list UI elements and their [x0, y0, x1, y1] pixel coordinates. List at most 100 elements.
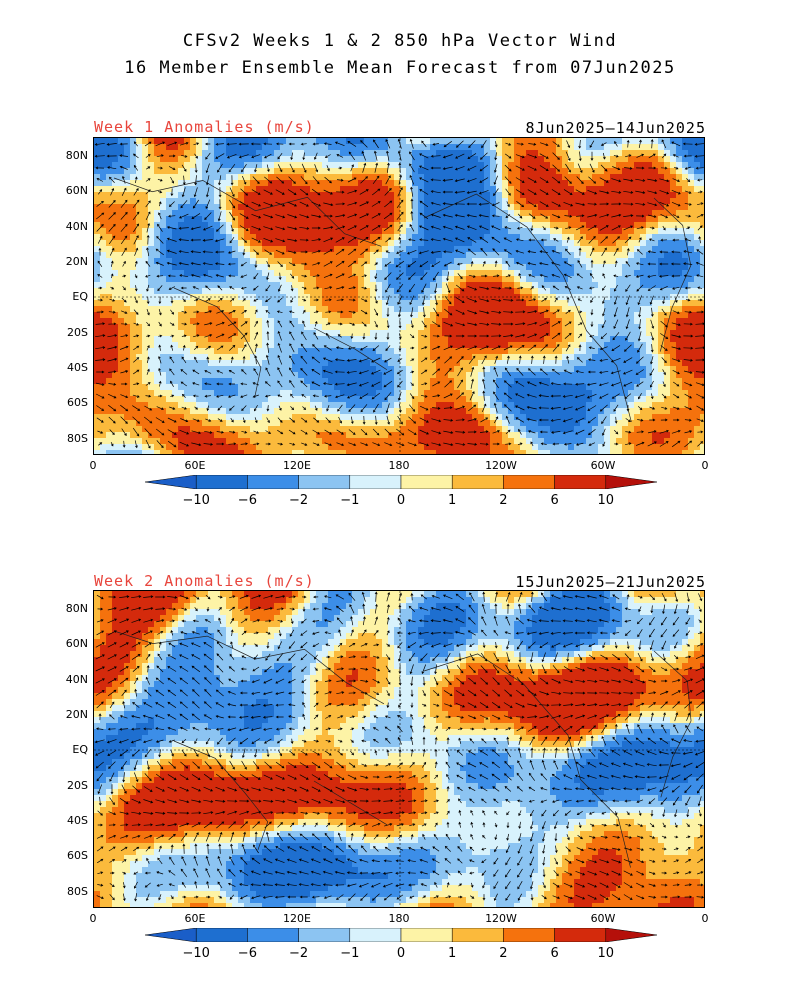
- wind-vector: [146, 334, 151, 338]
- wind-vector: [505, 857, 511, 866]
- wind-vector: [697, 846, 704, 852]
- colorbar-segment: [451, 475, 504, 489]
- wind-vector: [348, 762, 356, 768]
- wind-vector: [458, 798, 462, 804]
- wind-vector: [672, 796, 679, 806]
- wind-vector: [598, 618, 609, 623]
- wind-vector: [455, 442, 466, 446]
- wind-vector: [134, 440, 138, 449]
- wind-vector: [467, 762, 477, 768]
- wind-vector: [119, 618, 130, 624]
- wind-vector: [240, 442, 248, 446]
- wind-vector: [622, 762, 633, 767]
- wind-vector: [132, 405, 141, 411]
- wind-vector: [491, 761, 501, 769]
- wind-vector: [251, 154, 261, 159]
- wind-vector: [170, 176, 175, 184]
- wind-vector: [587, 416, 597, 424]
- wind-vector: [516, 715, 525, 719]
- wind-vector: [456, 392, 465, 400]
- wind-vector: [529, 856, 535, 866]
- wind-vector: [108, 212, 116, 220]
- wind-vector: [456, 262, 463, 266]
- wind-vector: [588, 442, 596, 446]
- wind-vector: [241, 310, 247, 314]
- wind-vector: [541, 809, 547, 817]
- panel-1-map: [93, 137, 705, 455]
- wind-vector: [179, 786, 190, 792]
- wind-vector: [133, 141, 138, 147]
- wind-vector: [254, 309, 258, 315]
- wind-vector: [146, 344, 150, 351]
- wind-vector: [265, 631, 271, 635]
- wind-vector: [646, 750, 657, 756]
- wind-vector: [302, 320, 306, 328]
- wind-vector: [312, 274, 320, 278]
- wind-vector: [410, 592, 414, 601]
- wind-vector: [241, 369, 247, 375]
- wind-vector: [360, 679, 369, 683]
- wind-vector: [302, 822, 306, 828]
- wind-vector: [132, 427, 140, 437]
- wind-vector: [275, 189, 285, 195]
- wind-vector: [661, 883, 668, 887]
- wind-vector: [158, 367, 162, 376]
- wind-vector: [650, 331, 655, 341]
- wind-vector: [167, 701, 177, 708]
- wind-vector: [466, 213, 477, 218]
- wind-vector: [323, 382, 333, 386]
- wind-vector: [229, 760, 235, 770]
- wind-vector: [144, 748, 152, 758]
- wind-vector: [421, 334, 428, 338]
- wind-vector: [697, 643, 704, 647]
- wind-vector: [422, 725, 426, 733]
- wind-vector: [238, 142, 249, 146]
- wind-vector: [372, 428, 380, 436]
- wind-vector: [204, 761, 212, 770]
- wind-vector: [554, 833, 558, 842]
- wind-vector: [515, 261, 524, 266]
- wind-vector: [346, 858, 357, 864]
- wind-vector: [395, 787, 405, 791]
- panel-1-left-label: Week 1 Anomalies (m/s): [94, 118, 315, 136]
- wind-vector: [578, 344, 582, 352]
- wind-vector: [515, 154, 525, 159]
- wind-vector: [517, 286, 524, 290]
- wind-vector: [372, 175, 380, 185]
- wind-vector: [455, 405, 466, 410]
- wind-vector: [636, 702, 645, 707]
- wind-vector: [254, 748, 258, 758]
- lon-tick-label: 180: [388, 459, 410, 472]
- wind-vector: [467, 630, 476, 636]
- wind-vector: [542, 832, 546, 842]
- wind-vector: [192, 619, 199, 623]
- wind-vector: [694, 142, 704, 146]
- wind-vector: [216, 394, 224, 398]
- wind-vector: [289, 750, 296, 756]
- wind-vector: [659, 441, 669, 447]
- colorbar-label: −1: [340, 946, 360, 961]
- wind-vector: [432, 394, 441, 398]
- panel-2-left-label: Week 2 Anomalies (m/s): [94, 572, 315, 590]
- wind-vector: [506, 641, 510, 650]
- wind-vector: [311, 774, 321, 780]
- wind-vector: [684, 406, 693, 411]
- wind-vector: [407, 642, 417, 648]
- wind-vector: [686, 712, 691, 721]
- wind-vector: [528, 786, 536, 792]
- wind-vector: [601, 247, 607, 257]
- wind-vector: [563, 703, 574, 707]
- wind-vector: [674, 822, 678, 828]
- wind-vector: [107, 678, 117, 684]
- wind-vector: [395, 859, 404, 863]
- wind-vector: [587, 762, 597, 768]
- wind-vector: [262, 883, 273, 887]
- wind-vector: [528, 142, 537, 146]
- wind-vector: [612, 654, 621, 661]
- wind-vector: [647, 285, 656, 291]
- wind-vector: [120, 223, 128, 232]
- wind-vector: [397, 725, 403, 733]
- wind-vector: [672, 286, 680, 290]
- wind-vector: [108, 310, 116, 314]
- wind-vector: [241, 344, 247, 352]
